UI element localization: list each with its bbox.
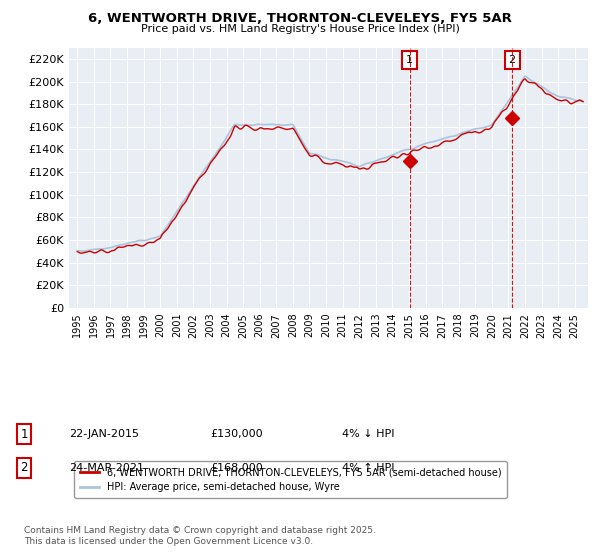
Text: 2: 2 <box>508 55 515 65</box>
Text: Contains HM Land Registry data © Crown copyright and database right 2025.
This d: Contains HM Land Registry data © Crown c… <box>24 526 376 546</box>
Text: £130,000: £130,000 <box>210 429 263 439</box>
Text: 2: 2 <box>20 461 28 474</box>
Text: 24-MAR-2021: 24-MAR-2021 <box>69 463 144 473</box>
Text: 6, WENTWORTH DRIVE, THORNTON-CLEVELEYS, FY5 5AR: 6, WENTWORTH DRIVE, THORNTON-CLEVELEYS, … <box>88 12 512 25</box>
Text: 1: 1 <box>406 55 413 65</box>
Text: 4% ↑ HPI: 4% ↑ HPI <box>342 463 395 473</box>
Text: 22-JAN-2015: 22-JAN-2015 <box>69 429 139 439</box>
Text: 4% ↓ HPI: 4% ↓ HPI <box>342 429 395 439</box>
Text: Price paid vs. HM Land Registry's House Price Index (HPI): Price paid vs. HM Land Registry's House … <box>140 24 460 34</box>
Legend: 6, WENTWORTH DRIVE, THORNTON-CLEVELEYS, FY5 5AR (semi-detached house), HPI: Aver: 6, WENTWORTH DRIVE, THORNTON-CLEVELEYS, … <box>74 461 508 498</box>
Text: 1: 1 <box>20 427 28 441</box>
Text: £168,000: £168,000 <box>210 463 263 473</box>
